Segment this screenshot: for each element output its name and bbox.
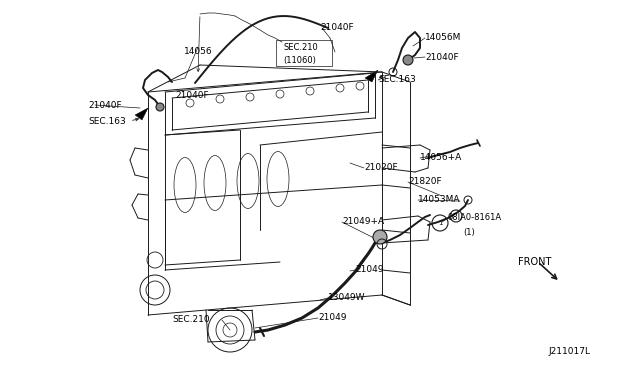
Circle shape xyxy=(373,230,387,244)
Polygon shape xyxy=(135,108,148,120)
Text: FRONT: FRONT xyxy=(518,257,552,267)
Circle shape xyxy=(156,103,164,111)
Text: 21049: 21049 xyxy=(355,266,383,275)
Text: 21040F: 21040F xyxy=(425,52,459,61)
Text: 14053MA: 14053MA xyxy=(418,196,461,205)
Text: (1): (1) xyxy=(463,228,475,237)
Text: 21049+A: 21049+A xyxy=(342,218,384,227)
Text: SEC.210: SEC.210 xyxy=(172,315,210,324)
Text: 21020F: 21020F xyxy=(364,164,397,173)
Text: 14056M: 14056M xyxy=(425,33,461,42)
Text: 21040F: 21040F xyxy=(320,23,354,32)
Text: 08IA0-8161A: 08IA0-8161A xyxy=(448,214,502,222)
Text: 13049W: 13049W xyxy=(328,294,365,302)
Text: SEC.210: SEC.210 xyxy=(283,44,317,52)
Text: 21820F: 21820F xyxy=(408,177,442,186)
Text: 14056: 14056 xyxy=(184,48,212,57)
Text: SEC.163: SEC.163 xyxy=(88,116,125,125)
Polygon shape xyxy=(365,70,378,82)
Text: 21040F: 21040F xyxy=(175,90,209,99)
Text: 1: 1 xyxy=(438,220,442,226)
Text: (11060): (11060) xyxy=(283,55,316,64)
Text: J211017L: J211017L xyxy=(548,347,590,356)
Text: 21040F: 21040F xyxy=(88,100,122,109)
Text: SEC.163: SEC.163 xyxy=(378,76,416,84)
Text: 14056+A: 14056+A xyxy=(420,154,462,163)
Circle shape xyxy=(403,55,413,65)
Text: 21049: 21049 xyxy=(318,314,346,323)
